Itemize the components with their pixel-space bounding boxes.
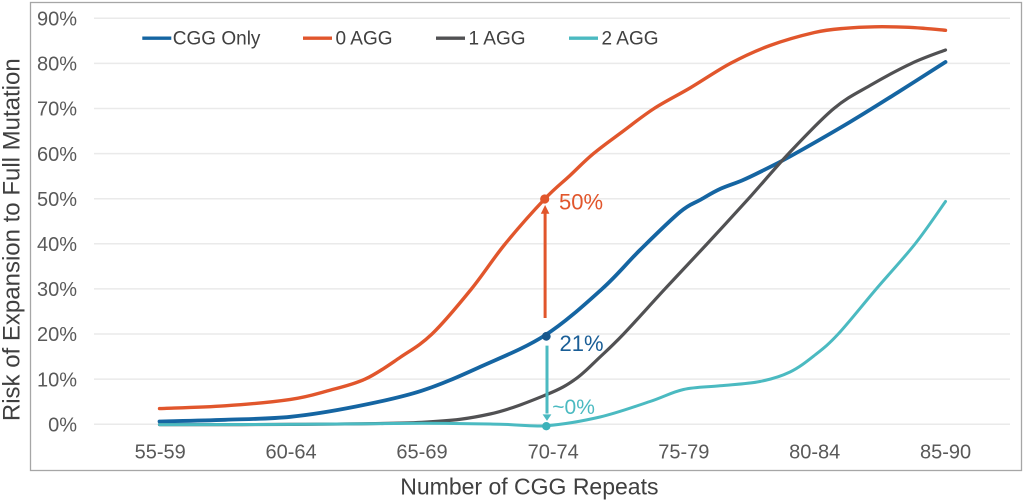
svg-text:85-90: 85-90	[920, 442, 971, 464]
svg-text:70%: 70%	[37, 99, 77, 121]
svg-text:0%: 0%	[48, 414, 77, 436]
svg-text:30%: 30%	[37, 279, 77, 301]
svg-text:0 AGG: 0 AGG	[336, 28, 393, 49]
svg-text:10%: 10%	[37, 369, 77, 391]
svg-text:60-64: 60-64	[266, 442, 317, 464]
svg-text:60%: 60%	[37, 144, 77, 166]
svg-text:65-69: 65-69	[396, 442, 447, 464]
svg-text:Number of CGG Repeats: Number of CGG Repeats	[400, 474, 658, 500]
svg-text:~0%: ~0%	[552, 396, 595, 419]
svg-text:80-84: 80-84	[789, 442, 840, 464]
svg-text:CGG Only: CGG Only	[173, 28, 261, 49]
svg-text:80%: 80%	[37, 54, 77, 76]
svg-text:90%: 90%	[37, 9, 77, 31]
svg-text:Risk of Expansion to Full Muta: Risk of Expansion to Full Mutation	[0, 58, 26, 421]
svg-text:50%: 50%	[559, 189, 603, 214]
svg-text:75-79: 75-79	[658, 442, 709, 464]
svg-text:50%: 50%	[37, 189, 77, 211]
svg-text:40%: 40%	[37, 234, 77, 256]
svg-text:21%: 21%	[560, 331, 604, 356]
svg-text:2 AGG: 2 AGG	[602, 28, 659, 49]
svg-text:55-59: 55-59	[135, 442, 186, 464]
svg-text:1 AGG: 1 AGG	[469, 28, 526, 49]
svg-text:70-74: 70-74	[528, 442, 579, 464]
svg-text:20%: 20%	[37, 324, 77, 346]
